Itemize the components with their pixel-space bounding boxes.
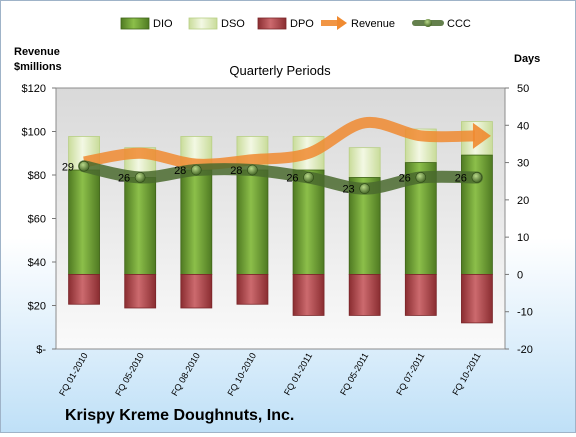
left-tick-label: $80 xyxy=(28,170,46,182)
dpo-bar xyxy=(404,274,437,316)
right-tick-label: -10 xyxy=(517,307,533,319)
ccc-data-label: 26 xyxy=(286,172,298,184)
ccc-point xyxy=(247,164,258,176)
legend-label-ccc: CCC xyxy=(447,18,471,30)
dpo-bar xyxy=(348,274,381,316)
x-tick-label: FQ 05-2011 xyxy=(338,351,370,397)
dpo-bar xyxy=(461,274,493,324)
left-axis-title-line2: $millions xyxy=(14,61,62,73)
dio-bar xyxy=(292,169,325,275)
dio-bar xyxy=(124,177,157,275)
left-tick-label: $120 xyxy=(22,83,46,95)
left-axis: $- $20 $40 $60 $80 $100 $120 xyxy=(22,83,56,356)
plot-area xyxy=(55,87,506,350)
right-axis: -20 -10 0 10 20 30 40 50 xyxy=(505,83,533,356)
ccc-data-label: 23 xyxy=(342,184,354,196)
ccc-point xyxy=(359,183,370,194)
dio-bar xyxy=(180,169,213,275)
dpo-bar xyxy=(68,274,100,305)
ccc-data-label: 26 xyxy=(455,172,467,184)
revenue-arrowhead xyxy=(472,122,491,149)
x-axis: FQ 01-2010 FQ 05-2010 FQ 08-2010 FQ 10-2010… xyxy=(57,351,483,398)
legend-label-dso: DSO xyxy=(221,18,245,30)
left-tick-label: $- xyxy=(36,344,46,356)
right-axis-title: Days xyxy=(514,53,540,65)
x-tick-label: FQ 01-2010 xyxy=(57,351,90,398)
revenue-line xyxy=(83,116,476,170)
x-tick-label: FQ 01-2011 xyxy=(282,351,314,397)
dpo-bar xyxy=(180,274,213,309)
chart-title: Quarterly Periods xyxy=(229,63,331,78)
ccc-point xyxy=(78,161,90,172)
legend: DIO DSO DPO Revenue CCC xyxy=(120,16,471,30)
ccc-data-label: 28 xyxy=(230,165,242,177)
left-tick-label: $100 xyxy=(22,127,46,139)
ccc-point xyxy=(134,172,146,183)
legend-swatch-dpo xyxy=(257,17,287,30)
left-axis-title-line1: Revenue xyxy=(14,46,60,58)
x-tick-label: FQ 07-2011 xyxy=(394,351,426,397)
right-tick-label: 0 xyxy=(517,269,523,281)
legend-label-dio: DIO xyxy=(153,18,173,30)
ccc-data-label: 26 xyxy=(118,172,130,184)
x-tick-label: FQ 10-2011 xyxy=(450,351,482,397)
right-tick-label: 10 xyxy=(517,232,529,244)
ccc-point xyxy=(303,172,314,183)
dpo-bar xyxy=(292,274,325,316)
left-tick-label: $20 xyxy=(28,301,46,313)
legend-dot-ccc xyxy=(424,19,432,27)
right-tick-label: 30 xyxy=(517,158,529,170)
ccc-point xyxy=(415,172,427,183)
legend-label-revenue: Revenue xyxy=(351,18,395,30)
legend-swatch-dio xyxy=(120,17,150,30)
left-tick-label: $60 xyxy=(28,214,46,226)
x-tick-label: FQ 10-2010 xyxy=(225,351,258,398)
right-tick-label: 20 xyxy=(517,195,529,207)
legend-arrowhead-revenue xyxy=(337,16,347,30)
dso-bar xyxy=(348,147,381,178)
x-tick-label: FQ 08-2010 xyxy=(169,351,202,398)
legend-label-dpo: DPO xyxy=(290,18,314,30)
dio-bar xyxy=(236,169,269,275)
right-tick-label: 50 xyxy=(517,83,529,95)
x-tick-label: FQ 05-2010 xyxy=(113,351,146,398)
legend-swatch-dso xyxy=(188,17,218,30)
ccc-point xyxy=(471,172,483,183)
left-tick-label: $40 xyxy=(28,257,46,269)
ccc-point xyxy=(191,164,202,176)
company-name: Krispy Kreme Doughnuts, Inc. xyxy=(65,407,294,424)
dpo-bar xyxy=(236,274,269,305)
right-tick-label: 40 xyxy=(517,120,529,132)
dpo-bar xyxy=(124,274,157,309)
ccc-data-label: 26 xyxy=(399,172,411,184)
dio-bar xyxy=(68,169,100,275)
line-series: 29 26 28 28 26 23 26 26 xyxy=(62,116,491,196)
right-tick-label: -20 xyxy=(517,344,533,356)
ccc-data-label: 28 xyxy=(174,165,186,177)
ccc-data-label: 29 xyxy=(62,161,74,173)
